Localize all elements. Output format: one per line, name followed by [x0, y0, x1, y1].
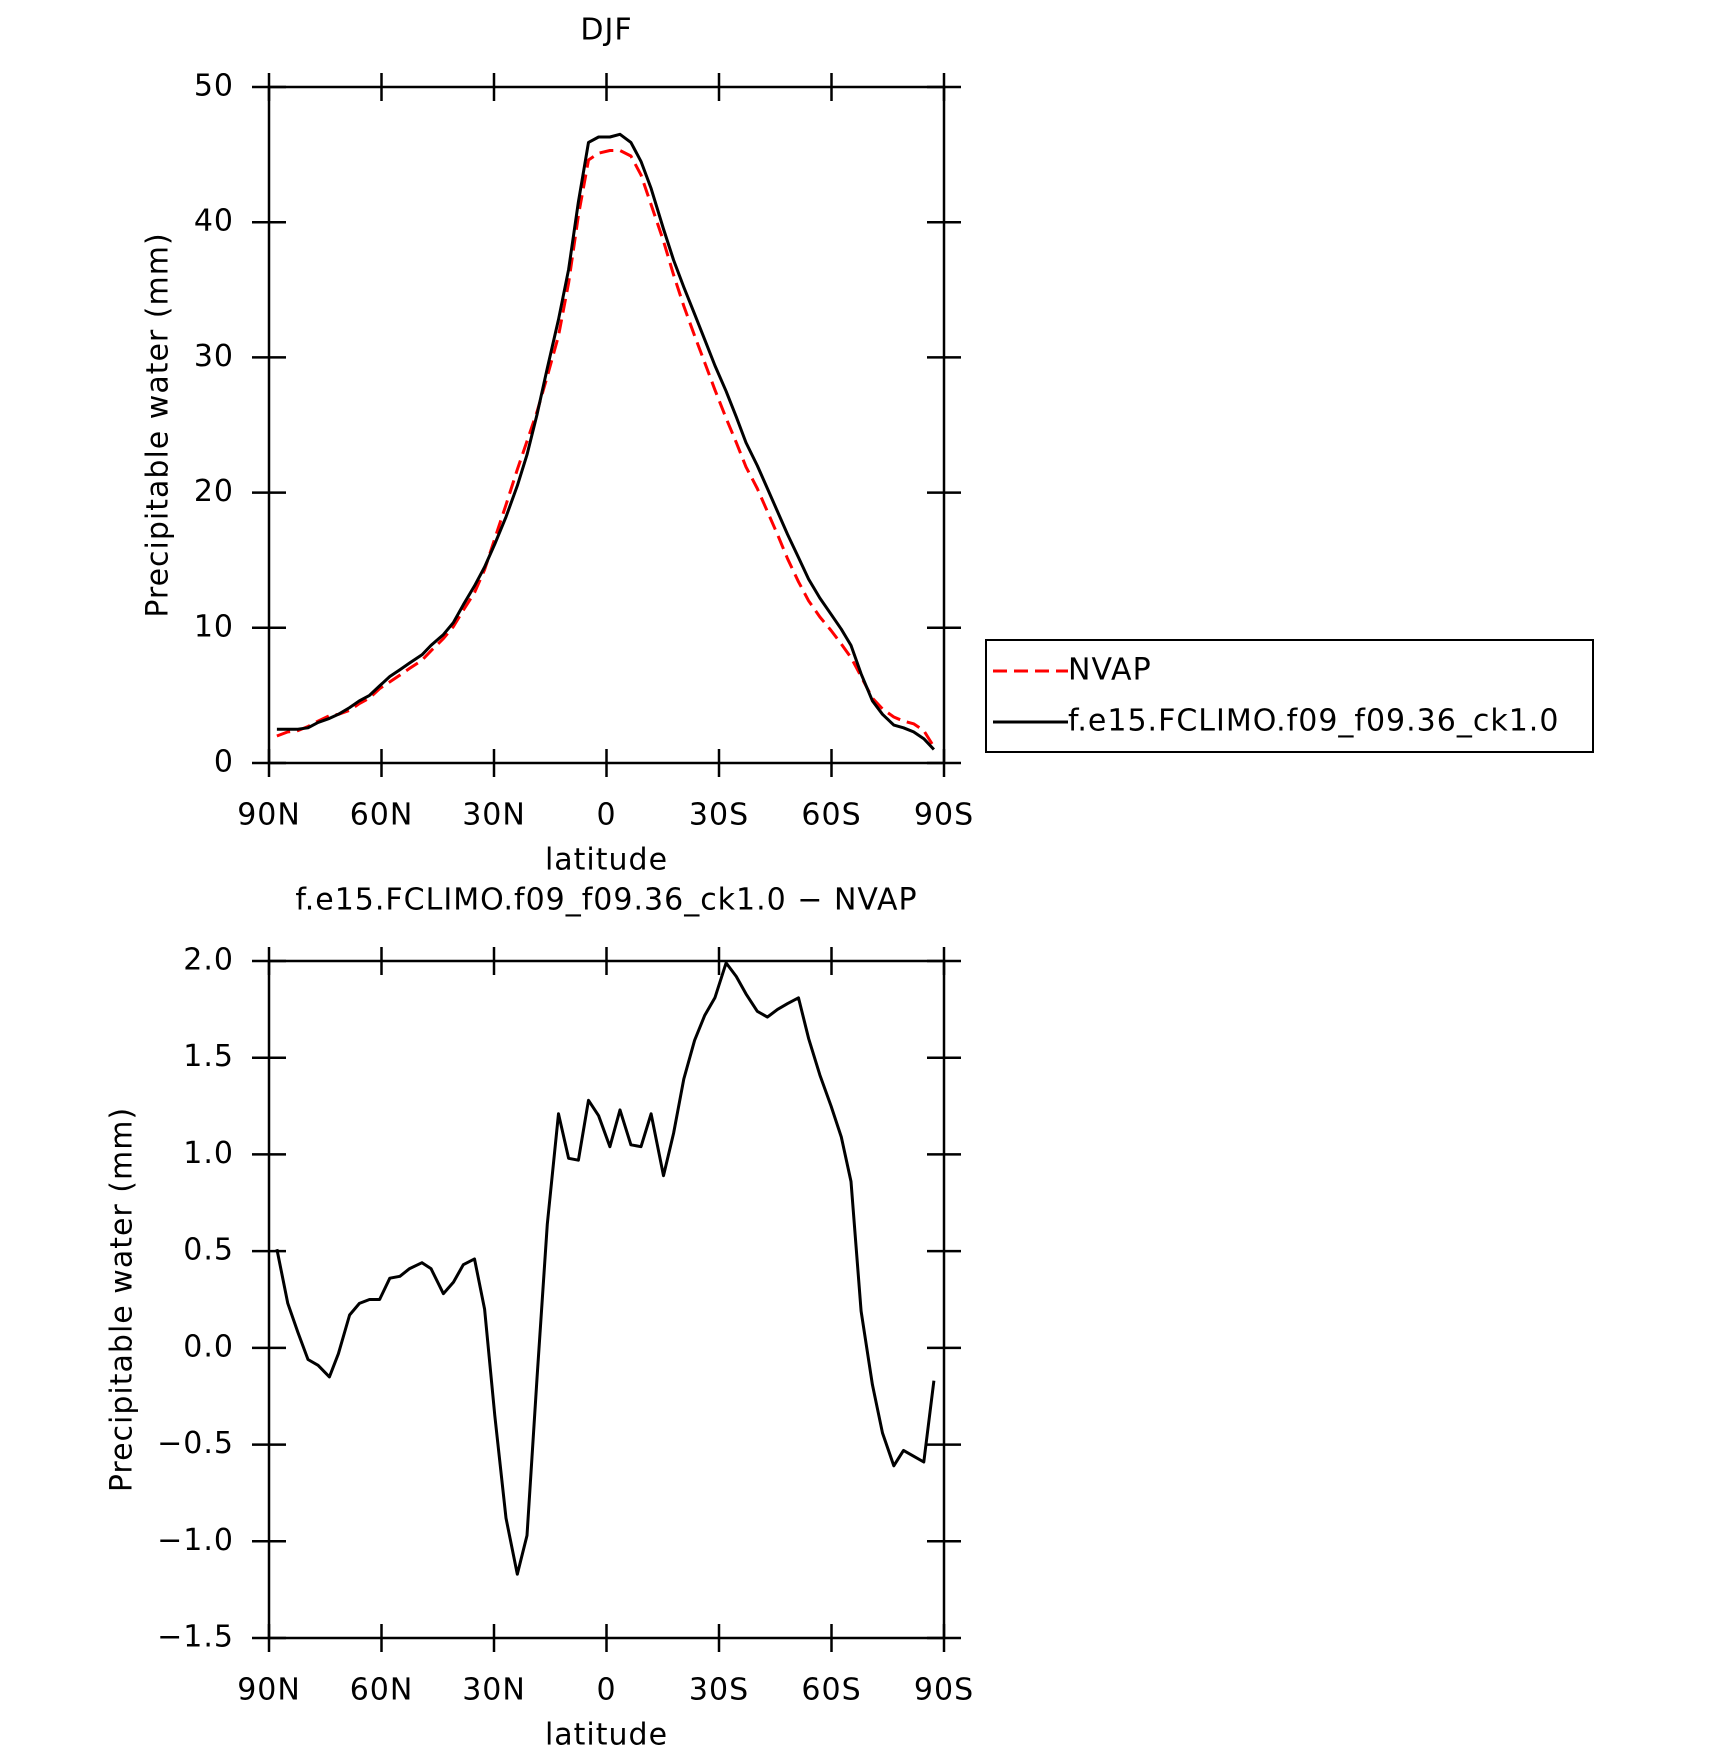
y-tick-label: 0: [214, 745, 234, 780]
y-tick-label: −1.0: [157, 1523, 234, 1558]
y-tick-label: 1.0: [183, 1136, 234, 1171]
y-tick-label: 1.5: [183, 1039, 234, 1074]
x-tick-label: 60N: [350, 1673, 414, 1708]
x-tick-label: 90S: [914, 1673, 974, 1708]
chart-title: f.e15.FCLIMO.f09_f09.36_ck1.0 − NVAP: [295, 883, 917, 918]
y-axis-label: Precipitable water (mm): [105, 1107, 140, 1492]
x-tick-label: 90N: [237, 798, 301, 833]
legend-label: f.e15.FCLIMO.f09_f09.36_ck1.0: [1068, 704, 1559, 739]
y-tick-label: 20: [194, 474, 234, 509]
x-tick-label: 0: [596, 1673, 616, 1708]
data-line: [276, 132, 935, 751]
y-tick-label: −0.5: [157, 1426, 234, 1461]
y-tick-label: 10: [194, 609, 234, 644]
x-tick-label: 60N: [350, 798, 414, 833]
x-tick-label: 90N: [237, 1673, 301, 1708]
y-tick-label: 30: [194, 339, 234, 374]
x-tick-label: 0: [596, 798, 616, 833]
y-tick-label: 2.0: [183, 943, 234, 978]
x-axis-label: latitude: [545, 843, 668, 878]
y-tick-label: −1.5: [157, 1620, 234, 1655]
chart-title: DJF: [580, 13, 632, 48]
y-tick-label: 40: [194, 204, 234, 239]
data-line: [275, 961, 936, 1576]
y-tick-label: 0.0: [183, 1329, 234, 1364]
x-tick-label: 60S: [801, 1673, 861, 1708]
data-line: [276, 149, 936, 748]
x-axis-label: latitude: [545, 1718, 668, 1753]
x-tick-label: 90S: [914, 798, 974, 833]
x-tick-label: 30N: [462, 798, 526, 833]
y-tick-label: 50: [194, 69, 234, 104]
x-tick-label: 30N: [462, 1673, 526, 1708]
x-tick-label: 30S: [689, 798, 749, 833]
y-tick-label: 0.5: [183, 1233, 234, 1268]
plot-frame: [267, 85, 946, 765]
legend-label: NVAP: [1068, 653, 1152, 688]
y-axis-label: Precipitable water (mm): [141, 232, 176, 617]
legend-box: [985, 639, 1594, 753]
x-tick-label: 60S: [801, 798, 861, 833]
x-tick-label: 30S: [689, 1673, 749, 1708]
